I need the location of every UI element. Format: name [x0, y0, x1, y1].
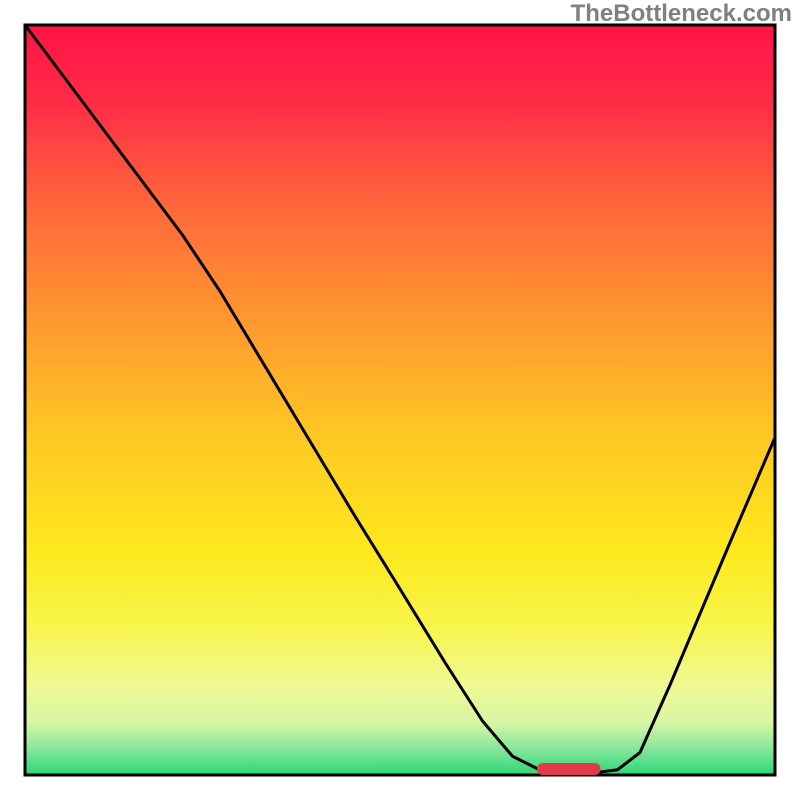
- bottleneck-gradient-chart: [0, 0, 800, 800]
- watermark-text: TheBottleneck.com: [571, 0, 792, 28]
- optimal-marker: [537, 763, 601, 775]
- plot-background: [25, 25, 775, 775]
- chart-frame: TheBottleneck.com: [0, 0, 800, 800]
